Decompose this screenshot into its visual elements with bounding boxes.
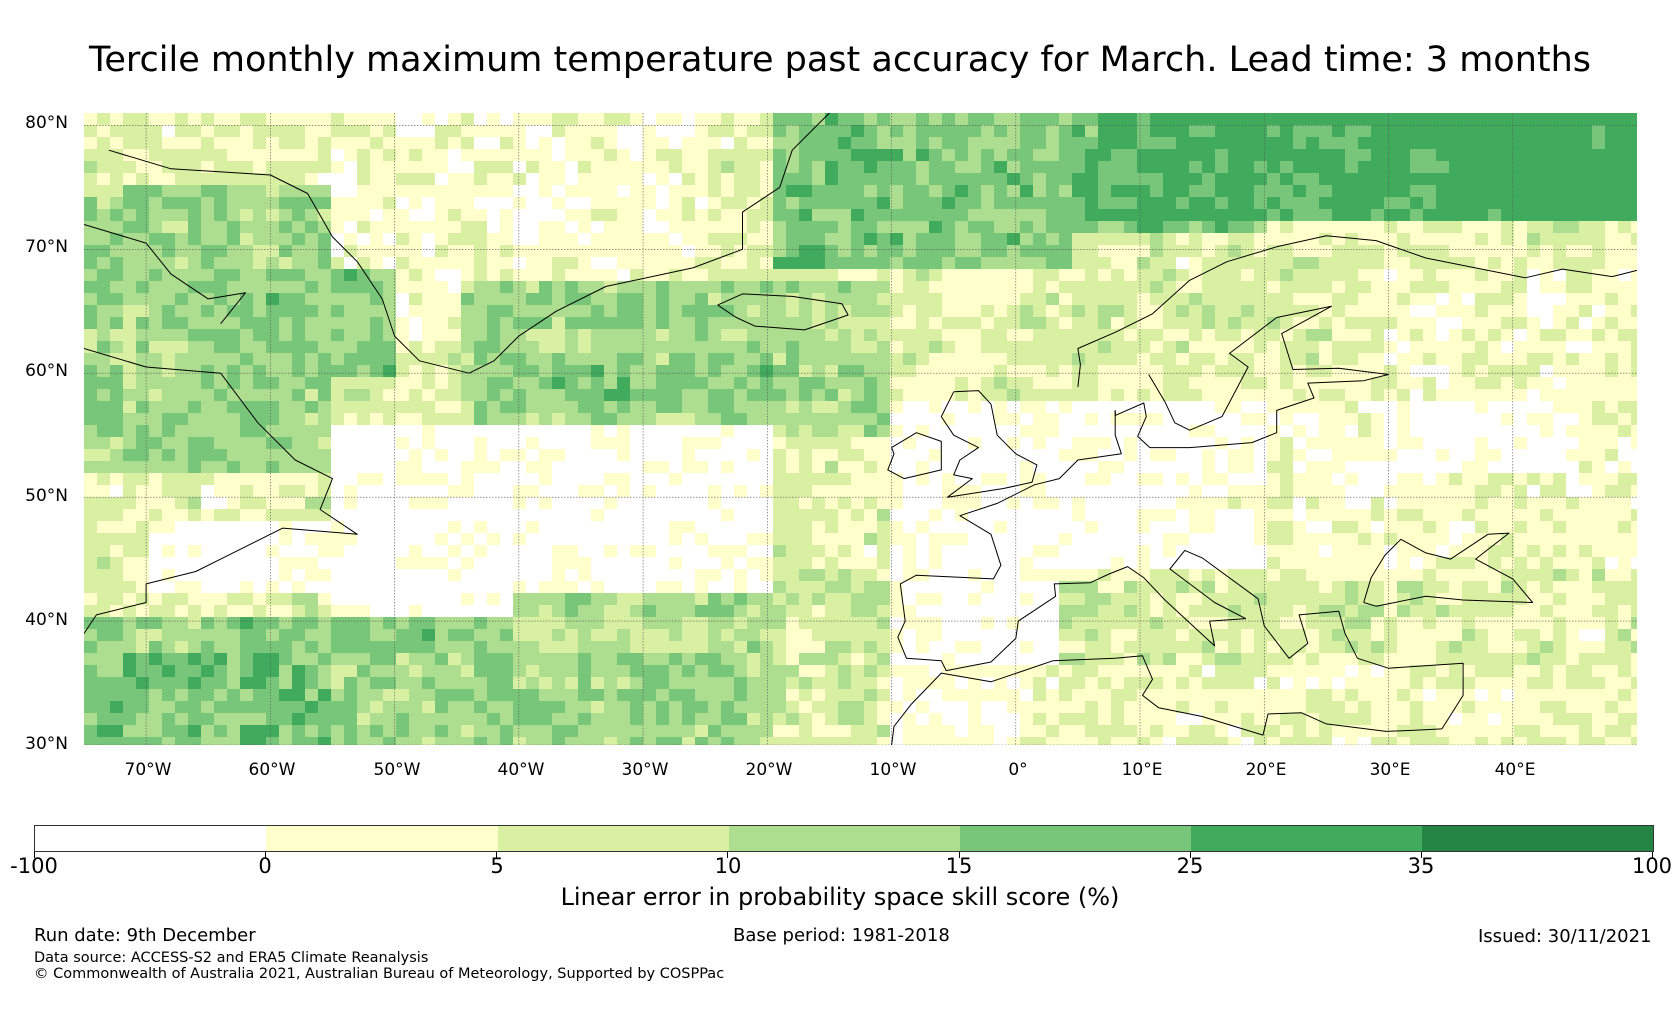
lon-label-30w: 30°W xyxy=(621,760,669,780)
colorbar-segment xyxy=(1420,825,1654,852)
colorbar-tick-label: 0 xyxy=(258,854,272,878)
lat-label-40n: 40°N xyxy=(25,610,68,630)
lon-label-0: 0° xyxy=(1008,760,1028,780)
colorbar-title: Linear error in probability space skill … xyxy=(560,883,1120,911)
colorbar-tick-label: 15 xyxy=(945,854,973,878)
data-source: Data source: ACCESS-S2 and ERA5 Climate … xyxy=(34,950,429,966)
colorbar-tick xyxy=(496,852,498,858)
lon-label-40e: 40°E xyxy=(1494,760,1536,780)
baffin-coast xyxy=(84,224,246,325)
lon-label-60w: 60°W xyxy=(248,760,296,780)
colorbar-tick-label: 100 xyxy=(1631,854,1673,878)
lon-label-20w: 20°W xyxy=(745,760,793,780)
labrador-coast xyxy=(84,348,358,634)
colorbar-tick-label: -100 xyxy=(10,854,58,878)
base-period: Base period: 1981-2018 xyxy=(733,925,950,946)
colorbar-tick-label: 35 xyxy=(1407,854,1435,878)
colorbar-segment xyxy=(496,825,729,852)
lon-label-50w: 50°W xyxy=(373,760,421,780)
lon-label-70w: 70°W xyxy=(124,760,172,780)
coastlines xyxy=(84,113,1637,745)
lon-label-10w: 10°W xyxy=(869,760,917,780)
ireland-coast xyxy=(887,432,942,480)
lat-label-80n: 80°N xyxy=(25,113,68,133)
scandinavia-coast xyxy=(1077,235,1637,387)
colorbar-segment xyxy=(265,825,498,852)
lon-label-30e: 30°E xyxy=(1369,760,1411,780)
iceland-coast xyxy=(717,293,849,331)
colorbar-tick xyxy=(1652,852,1653,858)
europe-west-coast xyxy=(897,410,1464,730)
lat-label-30n: 30°N xyxy=(25,734,68,754)
lat-label-70n: 70°N xyxy=(25,237,68,257)
run-date: Run date: 9th December xyxy=(34,925,256,946)
lon-label-10e: 10°E xyxy=(1121,760,1163,780)
skill-map xyxy=(84,113,1637,745)
colorbar-segment xyxy=(958,825,1192,852)
issued-date: Issued: 30/11/2021 xyxy=(1478,926,1652,947)
lon-label-40w: 40°W xyxy=(497,760,545,780)
colorbar-segment xyxy=(727,825,961,852)
chart-title: Tercile monthly maximum temperature past… xyxy=(88,40,1592,80)
colorbar-segment xyxy=(1189,825,1423,852)
map-plot-area[interactable] xyxy=(84,113,1637,745)
skill-grid-cells xyxy=(84,113,1637,745)
lat-label-60n: 60°N xyxy=(25,361,68,381)
copyright: © Commonwealth of Australia 2021, Austra… xyxy=(34,966,725,982)
colorbar-tick xyxy=(34,852,35,858)
baltic-coast xyxy=(1114,305,1389,449)
colorbar-tick xyxy=(958,852,960,858)
colorbar-tick xyxy=(1420,852,1422,858)
colorbar-tick-label: 5 xyxy=(490,854,504,878)
lon-label-20e: 20°E xyxy=(1245,760,1287,780)
colorbar-segment xyxy=(34,825,266,852)
british-isles-coast xyxy=(940,390,1038,498)
colorbar-tick-label: 10 xyxy=(714,854,742,878)
black-sea-coast xyxy=(1363,532,1534,607)
colorbar-tick xyxy=(727,852,729,858)
colorbar-tick xyxy=(1189,852,1191,858)
colorbar-tick xyxy=(265,852,267,858)
north-africa-coast xyxy=(891,655,1442,745)
colorbar-tick-label: 25 xyxy=(1176,854,1204,878)
lat-label-50n: 50°N xyxy=(25,486,68,506)
colorbar xyxy=(34,825,1654,858)
greenland-coast xyxy=(108,113,830,374)
